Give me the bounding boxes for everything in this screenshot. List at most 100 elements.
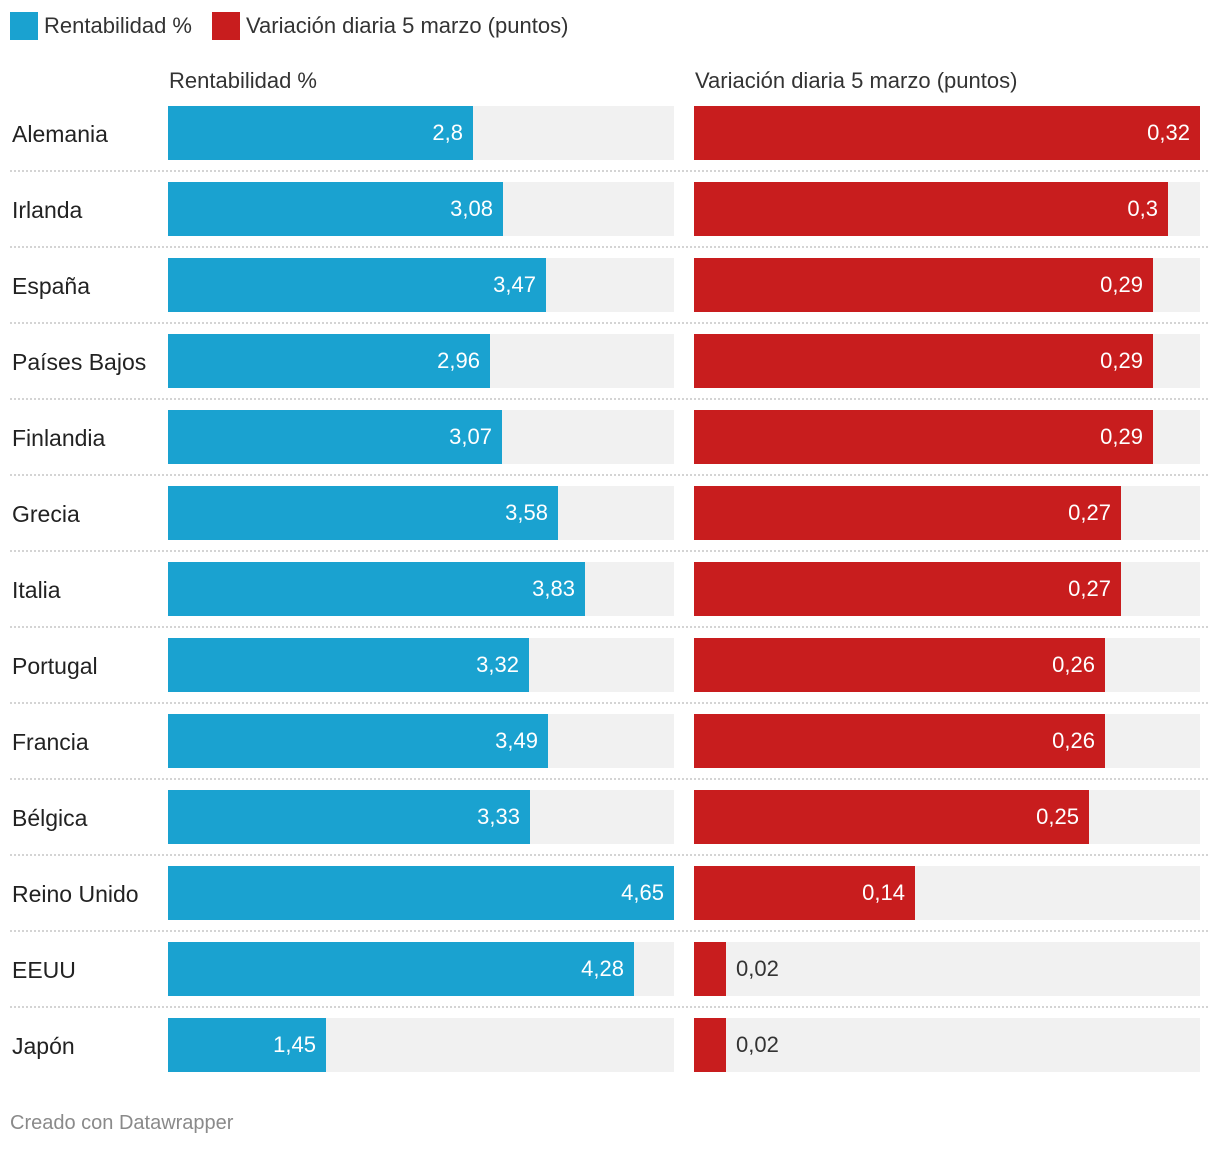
bar-rentabilidad (168, 258, 546, 312)
bar-variacion (694, 638, 1105, 692)
bar-track: 0,29 (694, 334, 1200, 388)
legend: Rentabilidad % Variación diaria 5 marzo … (10, 10, 588, 42)
bar-track: 0,26 (694, 638, 1200, 692)
bar-track: 0,29 (694, 258, 1200, 312)
bar-track: 0,29 (694, 410, 1200, 464)
bar-value-label: 3,83 (532, 576, 575, 601)
bar-track: 3,83 (168, 562, 674, 616)
bar-value-label: 4,28 (581, 956, 624, 981)
column-header-variacion: Variación diaria 5 marzo (puntos) (695, 68, 1018, 93)
row-divider (10, 550, 1208, 552)
bar-rentabilidad (168, 486, 558, 540)
bar-track: 3,47 (168, 258, 674, 312)
bar-rentabilidad (168, 942, 634, 996)
row-divider (10, 170, 1208, 172)
row-divider (10, 322, 1208, 324)
bar-value-label: 3,32 (476, 652, 519, 677)
category-label: Irlanda (12, 197, 83, 223)
category-label: España (12, 273, 91, 299)
bar-track: 2,96 (168, 334, 674, 388)
category-label: EEUU (12, 957, 76, 983)
chart-row: EEUU 4,28 0,02 (0, 942, 1220, 996)
bar-value-label: 0,26 (1052, 728, 1095, 753)
bar-track: 0,32 (694, 106, 1200, 160)
bar-value-label: 4,65 (621, 880, 664, 905)
bar-variacion (694, 334, 1153, 388)
bar-value-label: 3,47 (493, 272, 536, 297)
credit-footer: Creado con Datawrapper (10, 1112, 234, 1134)
chart-row: Francia 3,49 0,26 (0, 714, 1220, 768)
chart-row: Japón 1,45 0,02 (0, 1018, 1220, 1072)
bar-value-label: 0,32 (1147, 120, 1190, 145)
bar-value-label: 0,29 (1100, 348, 1143, 373)
row-divider (10, 778, 1208, 780)
bar-variacion (694, 258, 1153, 312)
row-divider (10, 854, 1208, 856)
legend-swatch-variacion (211, 12, 240, 40)
category-label: Italia (12, 577, 61, 603)
bar-value-label: 1,45 (273, 1032, 316, 1057)
bar-value-label: 2,8 (432, 120, 463, 145)
category-label: Finlandia (12, 425, 106, 451)
bar-track: 0,25 (694, 790, 1200, 844)
bar-value-label: 0,02 (736, 1032, 779, 1057)
legend-swatch-rentabilidad (10, 12, 38, 40)
bar-value-label: 0,25 (1036, 804, 1079, 829)
bar-rentabilidad (168, 866, 674, 920)
bar-value-label: 3,08 (450, 196, 493, 221)
chart-row: Alemania 2,8 0,32 (0, 106, 1220, 160)
bar-value-label: 3,07 (449, 424, 492, 449)
bar-variacion (694, 106, 1200, 160)
bar-track: 3,33 (168, 790, 674, 844)
row-divider (10, 474, 1208, 476)
bar-variacion (694, 714, 1105, 768)
bar-value-label: 0,02 (736, 956, 779, 981)
bar-variacion (694, 562, 1121, 616)
row-divider (10, 398, 1208, 400)
bar-rentabilidad (168, 1018, 326, 1072)
bar-track: 0,14 (694, 866, 1200, 920)
row-divider (10, 930, 1208, 932)
bar-value-label: 0,14 (862, 880, 905, 905)
bar-track: 3,08 (168, 182, 674, 236)
chart-row: España 3,47 0,29 (0, 258, 1220, 312)
bar-rentabilidad (168, 106, 473, 160)
chart-row: Bélgica 3,33 0,25 (0, 790, 1220, 844)
row-divider (10, 1006, 1208, 1008)
category-label: Reino Unido (12, 881, 139, 907)
legend-item-variacion: Variación diaria 5 marzo (puntos) (211, 12, 569, 40)
bar-track: 3,49 (168, 714, 674, 768)
bar-track: 0,27 (694, 486, 1200, 540)
category-label: Alemania (12, 121, 108, 147)
chart-row: Reino Unido 4,65 0,14 (0, 866, 1220, 920)
bar-value-label: 0,29 (1100, 424, 1143, 449)
legend-label-rentabilidad: Rentabilidad % (44, 13, 192, 38)
bar-track: 0,02 (694, 942, 1200, 996)
row-divider (10, 246, 1208, 248)
bar-track: 4,28 (168, 942, 674, 996)
bar-rentabilidad (168, 182, 503, 236)
bar-rentabilidad (168, 410, 502, 464)
chart-row: Países Bajos 2,96 0,29 (0, 334, 1220, 388)
row-divider (10, 626, 1208, 628)
bar-value-label: 3,33 (477, 804, 520, 829)
legend-item-rentabilidad: Rentabilidad % (10, 12, 192, 40)
bar-value-label: 3,58 (505, 500, 548, 525)
category-label: Japón (12, 1033, 75, 1059)
category-label: Francia (12, 729, 89, 755)
chart-row: Italia 3,83 0,27 (0, 562, 1220, 616)
category-label: Bélgica (12, 805, 88, 831)
bar-value-label: 0,29 (1100, 272, 1143, 297)
bar-track: 2,8 (168, 106, 674, 160)
chart-row: Finlandia 3,07 0,29 (0, 410, 1220, 464)
bar-variacion (694, 790, 1089, 844)
bar-track: 3,32 (168, 638, 674, 692)
bar-track: 3,58 (168, 486, 674, 540)
bar-value-label: 0,27 (1068, 500, 1111, 525)
bar-track: 4,65 (168, 866, 674, 920)
legend-label-variacion: Variación diaria 5 marzo (puntos) (245, 13, 569, 38)
category-label: Países Bajos (12, 349, 147, 375)
bar-variacion (694, 182, 1168, 236)
bar-track: 3,07 (168, 410, 674, 464)
bar-value-label: 2,96 (437, 348, 480, 373)
